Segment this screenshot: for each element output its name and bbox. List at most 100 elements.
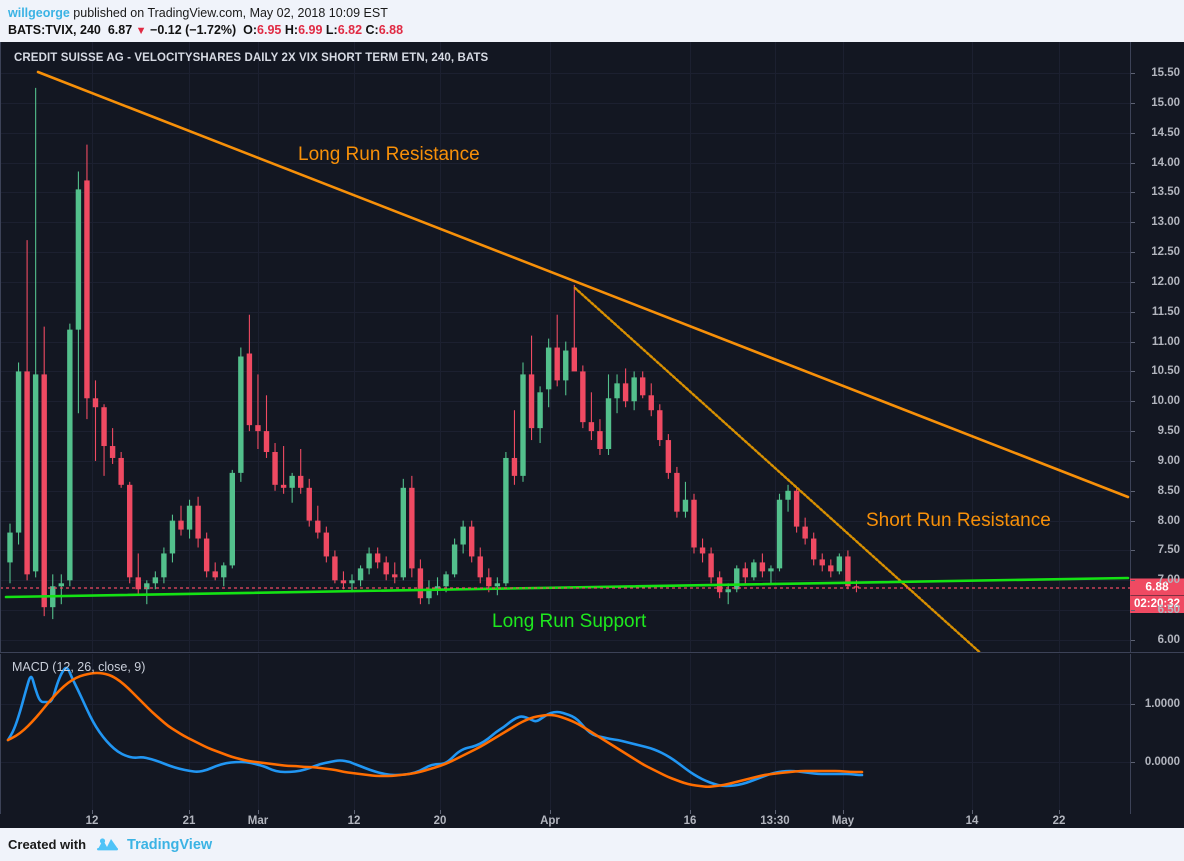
- time-axis-tick-mark: [843, 810, 844, 814]
- price-axis-left-border: [1130, 42, 1131, 652]
- price-axis-tick-label: 12.50: [1151, 246, 1180, 259]
- annotation-long-run-support: Long Run Support: [492, 611, 647, 632]
- time-axis-tick-label: 21: [182, 815, 196, 827]
- price-axis-tick-label: 14.50: [1151, 126, 1180, 139]
- price-axis[interactable]: 6.88 02:20:32 15.50 15.00 14.50 14.00 13.50 1…: [1130, 42, 1184, 652]
- price-axis-tick-label: 8.50: [1157, 484, 1180, 497]
- annotation-long-run-resistance: Long Run Resistance: [298, 144, 480, 165]
- price-axis-tick-mark: [1131, 580, 1135, 581]
- time-axis-tick-mark: [92, 810, 93, 814]
- publication-meta: published on TradingView.com, May 02, 20…: [69, 6, 388, 20]
- price-axis-tick-label: 7.00: [1157, 574, 1180, 587]
- price-change: −0.12 (−1.72%): [150, 23, 237, 37]
- bar-countdown-badge: 02:20:32: [1130, 596, 1184, 614]
- price-axis-tick-label: 7.50: [1157, 544, 1180, 557]
- price-axis-tick-mark: [1131, 342, 1135, 343]
- price-pane[interactable]: CREDIT SUISSE AG - VELOCITYSHARES DAILY …: [0, 42, 1130, 652]
- price-axis-tick-mark: [1131, 282, 1135, 283]
- price-axis-tick-label: 15.00: [1151, 96, 1180, 109]
- price-axis-tick-label: 14.00: [1151, 156, 1180, 169]
- price-axis-tick-mark: [1131, 491, 1135, 492]
- chart-title: CREDIT SUISSE AG - VELOCITYSHARES DAILY …: [14, 52, 489, 64]
- price-axis-tick-mark: [1131, 312, 1135, 313]
- macd-axis-left-border: [1130, 654, 1131, 814]
- price-axis-tick-mark: [1131, 371, 1135, 372]
- last-price: 6.87: [107, 23, 133, 37]
- price-axis-tick-label: 8.00: [1157, 514, 1180, 527]
- price-chart-svg: [0, 42, 1130, 652]
- price-pane-left-border: [0, 42, 1, 652]
- macd-axis-tick-mark: [1131, 704, 1135, 705]
- annotation-short-run-resistance: Short Run Resistance: [866, 510, 1051, 531]
- time-axis-tick-label: 12: [85, 815, 99, 827]
- price-axis-tick-mark: [1131, 103, 1135, 104]
- time-axis-tick-mark: [189, 810, 190, 814]
- time-axis-tick-mark: [690, 810, 691, 814]
- time-axis-tick-label: 13:30: [760, 815, 790, 827]
- price-axis-tick-label: 11.50: [1151, 305, 1180, 318]
- tradingview-brand-link[interactable]: TradingView: [127, 836, 213, 853]
- low-value: 6.82: [337, 23, 363, 37]
- high-label: H:: [284, 23, 299, 37]
- price-axis-tick-mark: [1131, 222, 1135, 223]
- price-axis-tick-label: 13.50: [1151, 186, 1180, 199]
- price-axis-tick-label: 9.00: [1157, 454, 1180, 467]
- open-label: O:: [243, 23, 258, 37]
- close-label: C:: [365, 23, 379, 37]
- macd-legend-title: MACD (12, 26, close, 9): [12, 660, 146, 674]
- pane-divider: [0, 652, 1184, 653]
- chart-container[interactable]: CREDIT SUISSE AG - VELOCITYSHARES DAILY …: [0, 42, 1184, 828]
- price-axis-tick-mark: [1131, 431, 1135, 432]
- time-axis[interactable]: 12 21 Mar 12 20 Apr 16 13:30 May 14 22: [0, 810, 1184, 828]
- price-axis-tick-mark: [1131, 252, 1135, 253]
- publication-byline: willgeorge published on TradingView.com,…: [8, 5, 1184, 21]
- price-axis-tick-label: 10.00: [1151, 395, 1180, 408]
- time-axis-tick-label: 12: [347, 815, 361, 827]
- price-axis-tick-label: 11.00: [1151, 335, 1180, 348]
- macd-chart-svg: [0, 654, 1130, 814]
- price-axis-tick-label: 6.50: [1157, 604, 1180, 617]
- time-axis-tick-label: Mar: [247, 815, 269, 827]
- close-value: 6.88: [378, 23, 404, 37]
- time-axis-tick-mark: [775, 810, 776, 814]
- tradingview-logo-icon: [96, 836, 120, 853]
- time-axis-tick-mark: [354, 810, 355, 814]
- macd-axis-tick-label: 0.0000: [1144, 756, 1180, 768]
- time-axis-tick-label: 22: [1052, 815, 1066, 827]
- price-axis-tick-mark: [1131, 401, 1135, 402]
- price-axis-tick-label: 6.00: [1157, 634, 1180, 646]
- macd-pane[interactable]: MACD (12, 26, close, 9): [0, 654, 1130, 814]
- low-label: L:: [325, 23, 338, 37]
- price-axis-tick-mark: [1131, 550, 1135, 551]
- price-axis-tick-mark: [1131, 73, 1135, 74]
- price-axis-tick-mark: [1131, 163, 1135, 164]
- macd-axis-tick-label: 1.0000: [1144, 698, 1180, 710]
- time-axis-tick-label: Apr: [540, 815, 560, 827]
- publication-header: willgeorge published on TradingView.com,…: [0, 0, 1184, 42]
- price-axis-tick-label: 9.50: [1157, 425, 1180, 438]
- price-axis-tick-label: 12.00: [1151, 275, 1180, 288]
- author-username[interactable]: willgeorge: [8, 6, 70, 20]
- quote-line: BATS:TVIX, 240 6.87 ▼ −0.12 (−1.72%) O:6…: [8, 22, 1184, 40]
- macd-axis[interactable]: 1.0000 0.0000: [1130, 654, 1184, 814]
- time-axis-tick-label: 16: [683, 815, 697, 827]
- price-axis-tick-mark: [1131, 610, 1135, 611]
- time-axis-tick-mark: [1059, 810, 1060, 814]
- price-axis-tick-mark: [1131, 133, 1135, 134]
- price-axis-tick-mark: [1131, 640, 1135, 641]
- symbol-label[interactable]: BATS:TVIX, 240: [8, 23, 101, 37]
- price-axis-tick-label: 13.00: [1151, 216, 1180, 229]
- time-axis-tick-mark: [972, 810, 973, 814]
- price-axis-tick-mark: [1131, 521, 1135, 522]
- price-axis-tick-mark: [1131, 461, 1135, 462]
- time-axis-tick-label: 14: [965, 815, 979, 827]
- time-axis-tick-label: 20: [433, 815, 447, 827]
- macd-axis-tick-mark: [1131, 762, 1135, 763]
- high-value: 6.99: [298, 23, 323, 37]
- created-with-label: Created with: [8, 837, 87, 852]
- footer: Created with TradingView: [0, 828, 1184, 861]
- time-axis-tick-mark: [440, 810, 441, 814]
- open-value: 6.95: [257, 23, 282, 37]
- price-axis-tick-label: 10.50: [1151, 365, 1180, 378]
